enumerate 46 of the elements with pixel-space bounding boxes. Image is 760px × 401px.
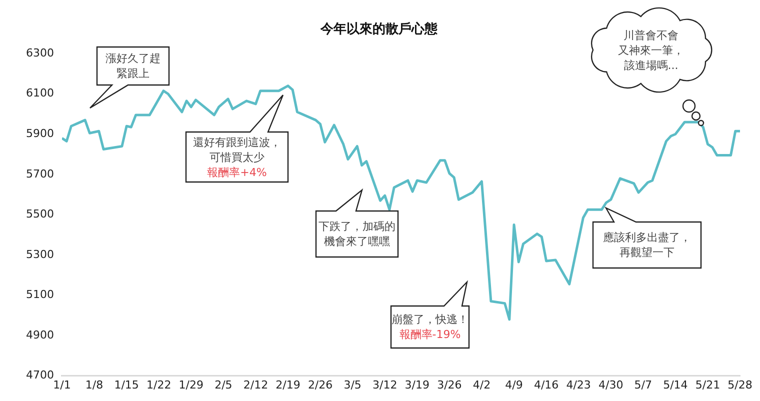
x-tick-label: 2/5	[214, 378, 232, 392]
annotation: 又神來一筆，	[618, 42, 684, 58]
y-tick-label: 6100	[26, 86, 54, 100]
y-tick-label: 4900	[26, 328, 54, 342]
annotation: 還好有跟到這波，	[193, 134, 281, 150]
x-tick-label: 2/19	[276, 378, 300, 392]
x-tick-label: 1/15	[114, 378, 139, 392]
x-tick-label: 5/21	[695, 378, 720, 392]
annotation: 報酬率-19%	[399, 327, 461, 342]
y-tick-label: 4700	[26, 368, 54, 382]
x-tick-label: 5/7	[634, 378, 652, 392]
x-tick-label: 3/19	[404, 378, 430, 392]
annotation: 崩盤了，快逃！	[392, 312, 468, 327]
x-tick-label: 4/30	[598, 378, 624, 392]
annotation: 再觀望一下	[620, 245, 674, 260]
x-tick-label: 1/8	[85, 378, 104, 392]
x-tick-label: 2/12	[243, 378, 268, 392]
annotation: 應該利多出盡了，	[603, 230, 691, 245]
x-tick-label: 4/2	[472, 378, 491, 392]
annotation: 該進場嗎...	[624, 58, 678, 72]
text: 川普會不會	[624, 28, 678, 42]
annotation: 報酬率+4%	[207, 164, 267, 180]
annotation: 機會來了嘿嘿	[324, 234, 390, 249]
x-tick-label: 3/26	[437, 378, 462, 392]
annotation: 緊跟上	[116, 66, 150, 81]
y-tick-label: 5900	[26, 127, 54, 140]
x-tick-label: 4/9	[505, 378, 523, 392]
x-tick-label: 2/26	[308, 378, 333, 392]
annotation: 漲好久了趕	[106, 51, 160, 66]
x-tick-label: 1/22	[146, 378, 172, 392]
x-tick-label: 5/14	[663, 378, 688, 392]
annotation: 下跌了，加碼的	[318, 219, 396, 234]
x-tick-label: 4/23	[566, 378, 591, 392]
x-tick-label: 3/12	[372, 378, 398, 392]
y-tick-label: 5100	[26, 288, 54, 302]
x-tick-label: 1/29	[178, 378, 204, 392]
y-tick-label: 5300	[26, 248, 54, 261]
x-tick-label: 5/28	[728, 378, 752, 392]
y-tick-label: 5700	[26, 167, 54, 180]
x-tick-label: 4/16	[534, 378, 559, 392]
x-tick-label: 3/5	[344, 378, 362, 392]
y-tick-label: 5500	[26, 208, 54, 221]
x-tick-label: 1/1	[53, 378, 71, 392]
chart-title: 今年以來的散戶心態	[320, 21, 438, 38]
y-tick-label: 6300	[26, 46, 54, 60]
annotation: 可惜買太少	[210, 150, 264, 164]
